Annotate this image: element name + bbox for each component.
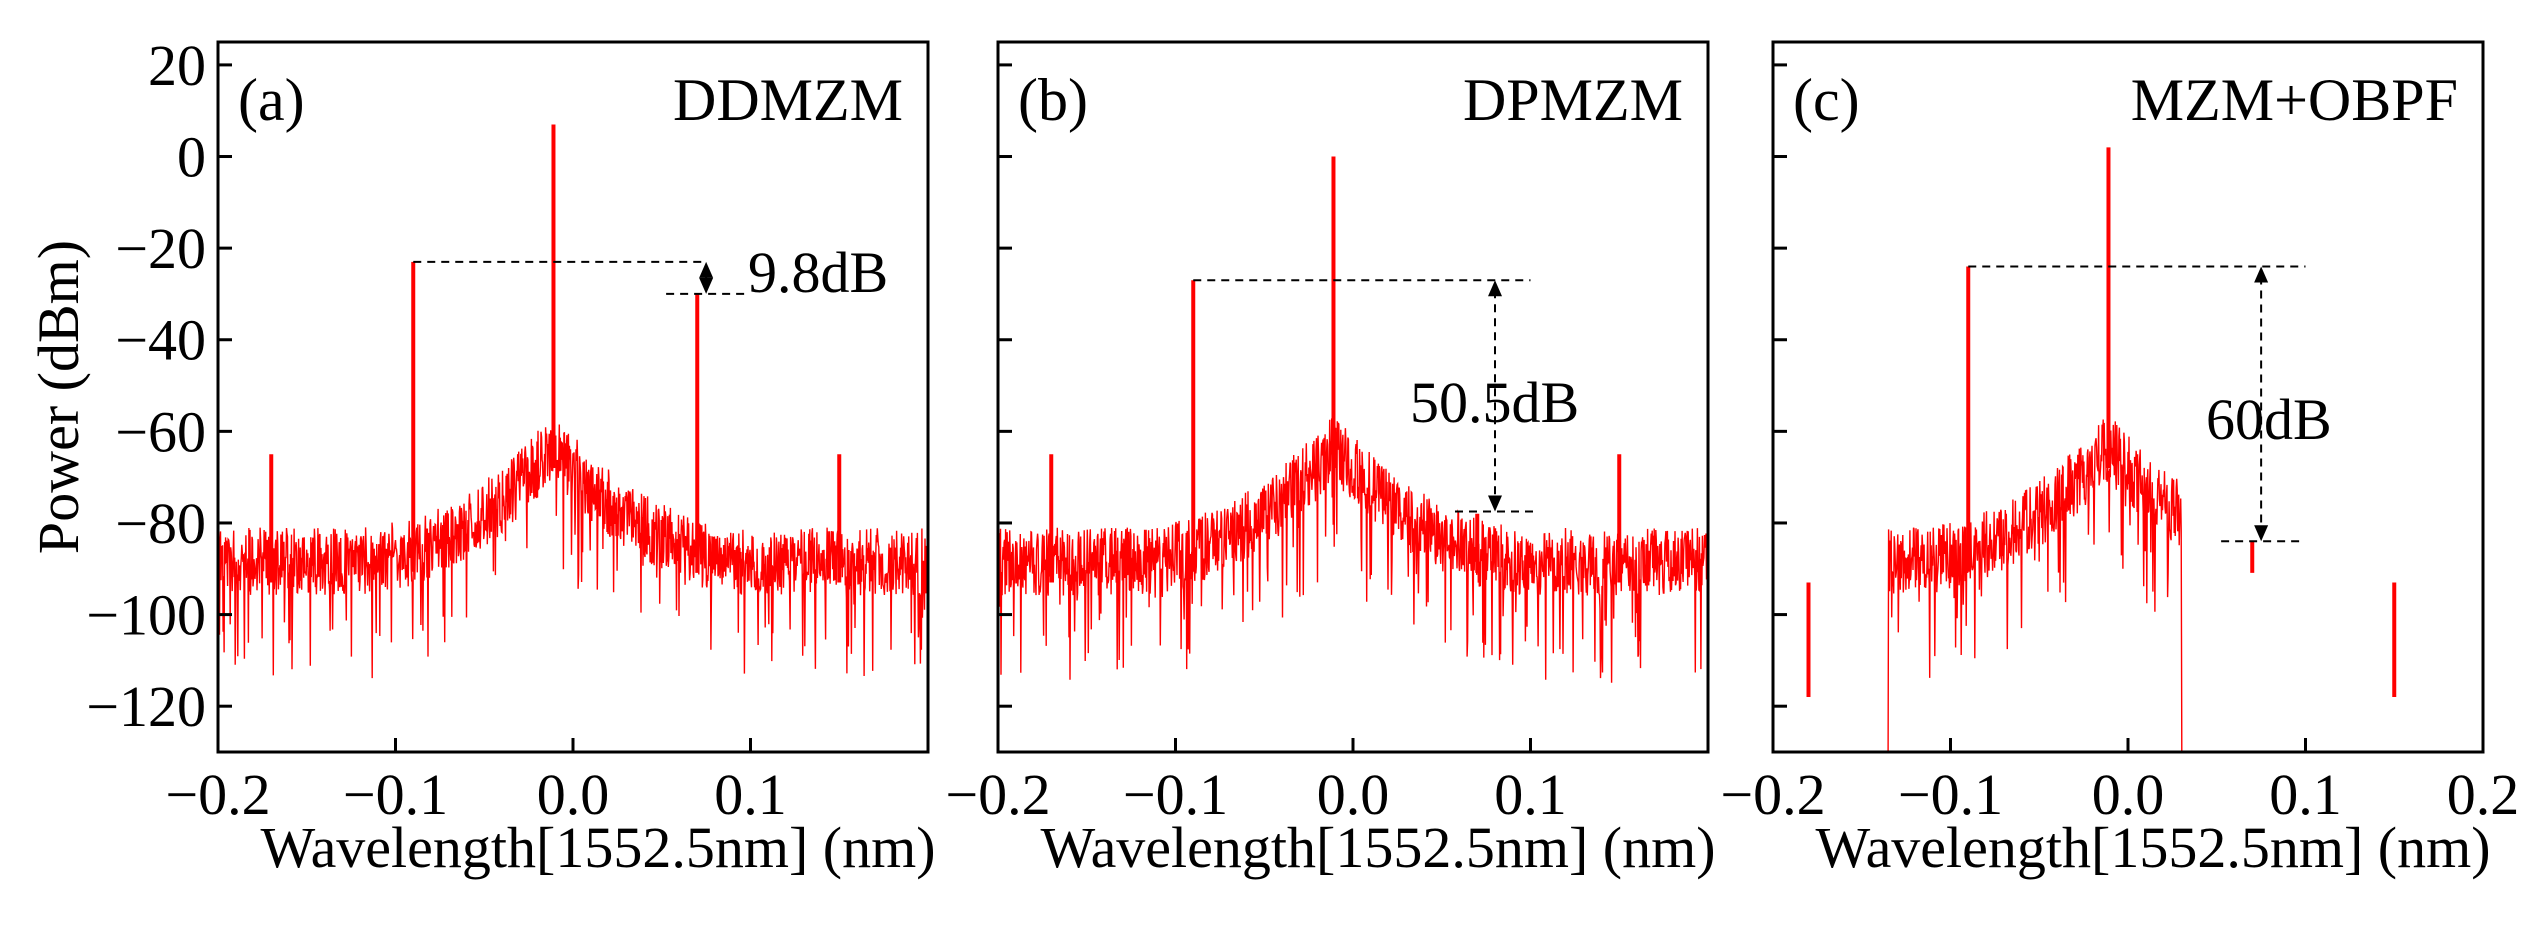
arrowhead-up-b xyxy=(1488,280,1502,297)
y-tick-label-6: −100 xyxy=(86,583,206,648)
x-axis-title-c: Wavelength[1552.5nm] (nm) xyxy=(1815,815,2490,880)
annotation-label-b: 50.5dB xyxy=(1410,370,1579,435)
annotation-a: 9.8dB xyxy=(413,240,888,305)
method-label-a: DDMZM xyxy=(673,67,903,133)
arrowhead-up-c xyxy=(2254,266,2269,283)
spectrum-a xyxy=(217,124,929,679)
y-tick-label-1: 0 xyxy=(177,125,206,190)
y-tick-label-5: −80 xyxy=(115,491,206,556)
annotation-c: 60dB xyxy=(1968,265,2332,543)
x-axis-title-a: Wavelength[1552.5nm] (nm) xyxy=(260,815,935,880)
panel-label-c: (c) xyxy=(1793,67,1860,133)
x-tick-label-c-4: 0.2 xyxy=(2447,762,2520,827)
y-tick-label-4: −60 xyxy=(115,399,206,464)
spectrum-c xyxy=(1773,147,2483,753)
x-tick-label-a-1: −0.1 xyxy=(343,762,448,827)
y-tick-label-7: −120 xyxy=(86,674,206,739)
x-tick-label-a-0: −0.2 xyxy=(165,762,270,827)
ticks-a: −0.2 −0.1 0.0 0.1 20 0 −20 −40 −60 −80 −100 −120 xyxy=(86,33,786,827)
x-tick-label-a-3: 0.1 xyxy=(714,762,787,827)
method-label-b: DPMZM xyxy=(1463,67,1683,133)
series-line-b xyxy=(997,413,1709,683)
x-tick-label-c-0: −0.2 xyxy=(1720,762,1825,827)
arrowhead-up-a xyxy=(699,261,714,278)
x-tick-label-b-3: 0.1 xyxy=(1494,762,1567,827)
y-axis-title: Power (dBm) xyxy=(26,240,91,554)
x-tick-label-c-3: 0.1 xyxy=(2269,762,2342,827)
plot-frame-a xyxy=(216,40,930,754)
panel-c: −0.2 −0.1 0.0 0.1 0.2 (c) MZM+OBPF Wavelengt… xyxy=(1720,40,2520,880)
x-tick-label-b-0: −0.2 xyxy=(945,762,1050,827)
panel-label-a: (a) xyxy=(238,67,305,133)
x-tick-label-a-2: 0.0 xyxy=(537,762,610,827)
arrowhead-down-b xyxy=(1488,495,1502,512)
panel-b: −0.2 −0.1 0.0 0.1 (b) DPMZM Wavelength[1552… xyxy=(945,40,1716,880)
series-line-c xyxy=(1773,419,2483,753)
method-label-c: MZM+OBPF xyxy=(2131,67,2458,133)
ticks-b: −0.2 −0.1 0.0 0.1 xyxy=(945,63,1567,827)
plot-frame-c xyxy=(1771,40,2485,754)
ticks-c: −0.2 −0.1 0.0 0.1 0.2 xyxy=(1720,63,2520,827)
arrowhead-down-c xyxy=(2254,525,2269,542)
x-tick-label-c-2: 0.0 xyxy=(2092,762,2165,827)
annotation-label-c: 60dB xyxy=(2206,387,2332,452)
x-axis-title-b: Wavelength[1552.5nm] (nm) xyxy=(1040,815,1715,880)
x-tick-label-c-1: −0.1 xyxy=(1898,762,2003,827)
panel-a: −0.2 −0.1 0.0 0.1 20 0 −20 −40 −60 −80 −100 −120 (a… xyxy=(86,33,935,880)
panel-label-b: (b) xyxy=(1018,67,1088,133)
x-tick-label-b-2: 0.0 xyxy=(1317,762,1390,827)
series-line-a xyxy=(217,414,929,679)
annotation-b: 50.5dB xyxy=(1193,279,1579,513)
y-tick-label-0: 20 xyxy=(148,33,206,98)
y-tick-label-2: −20 xyxy=(115,216,206,281)
y-tick-label-3: −40 xyxy=(115,308,206,373)
spectrum-b xyxy=(997,156,1709,683)
annotation-label-a: 9.8dB xyxy=(748,240,888,305)
arrowhead-down-a xyxy=(699,277,714,294)
x-tick-label-b-1: −0.1 xyxy=(1123,762,1228,827)
